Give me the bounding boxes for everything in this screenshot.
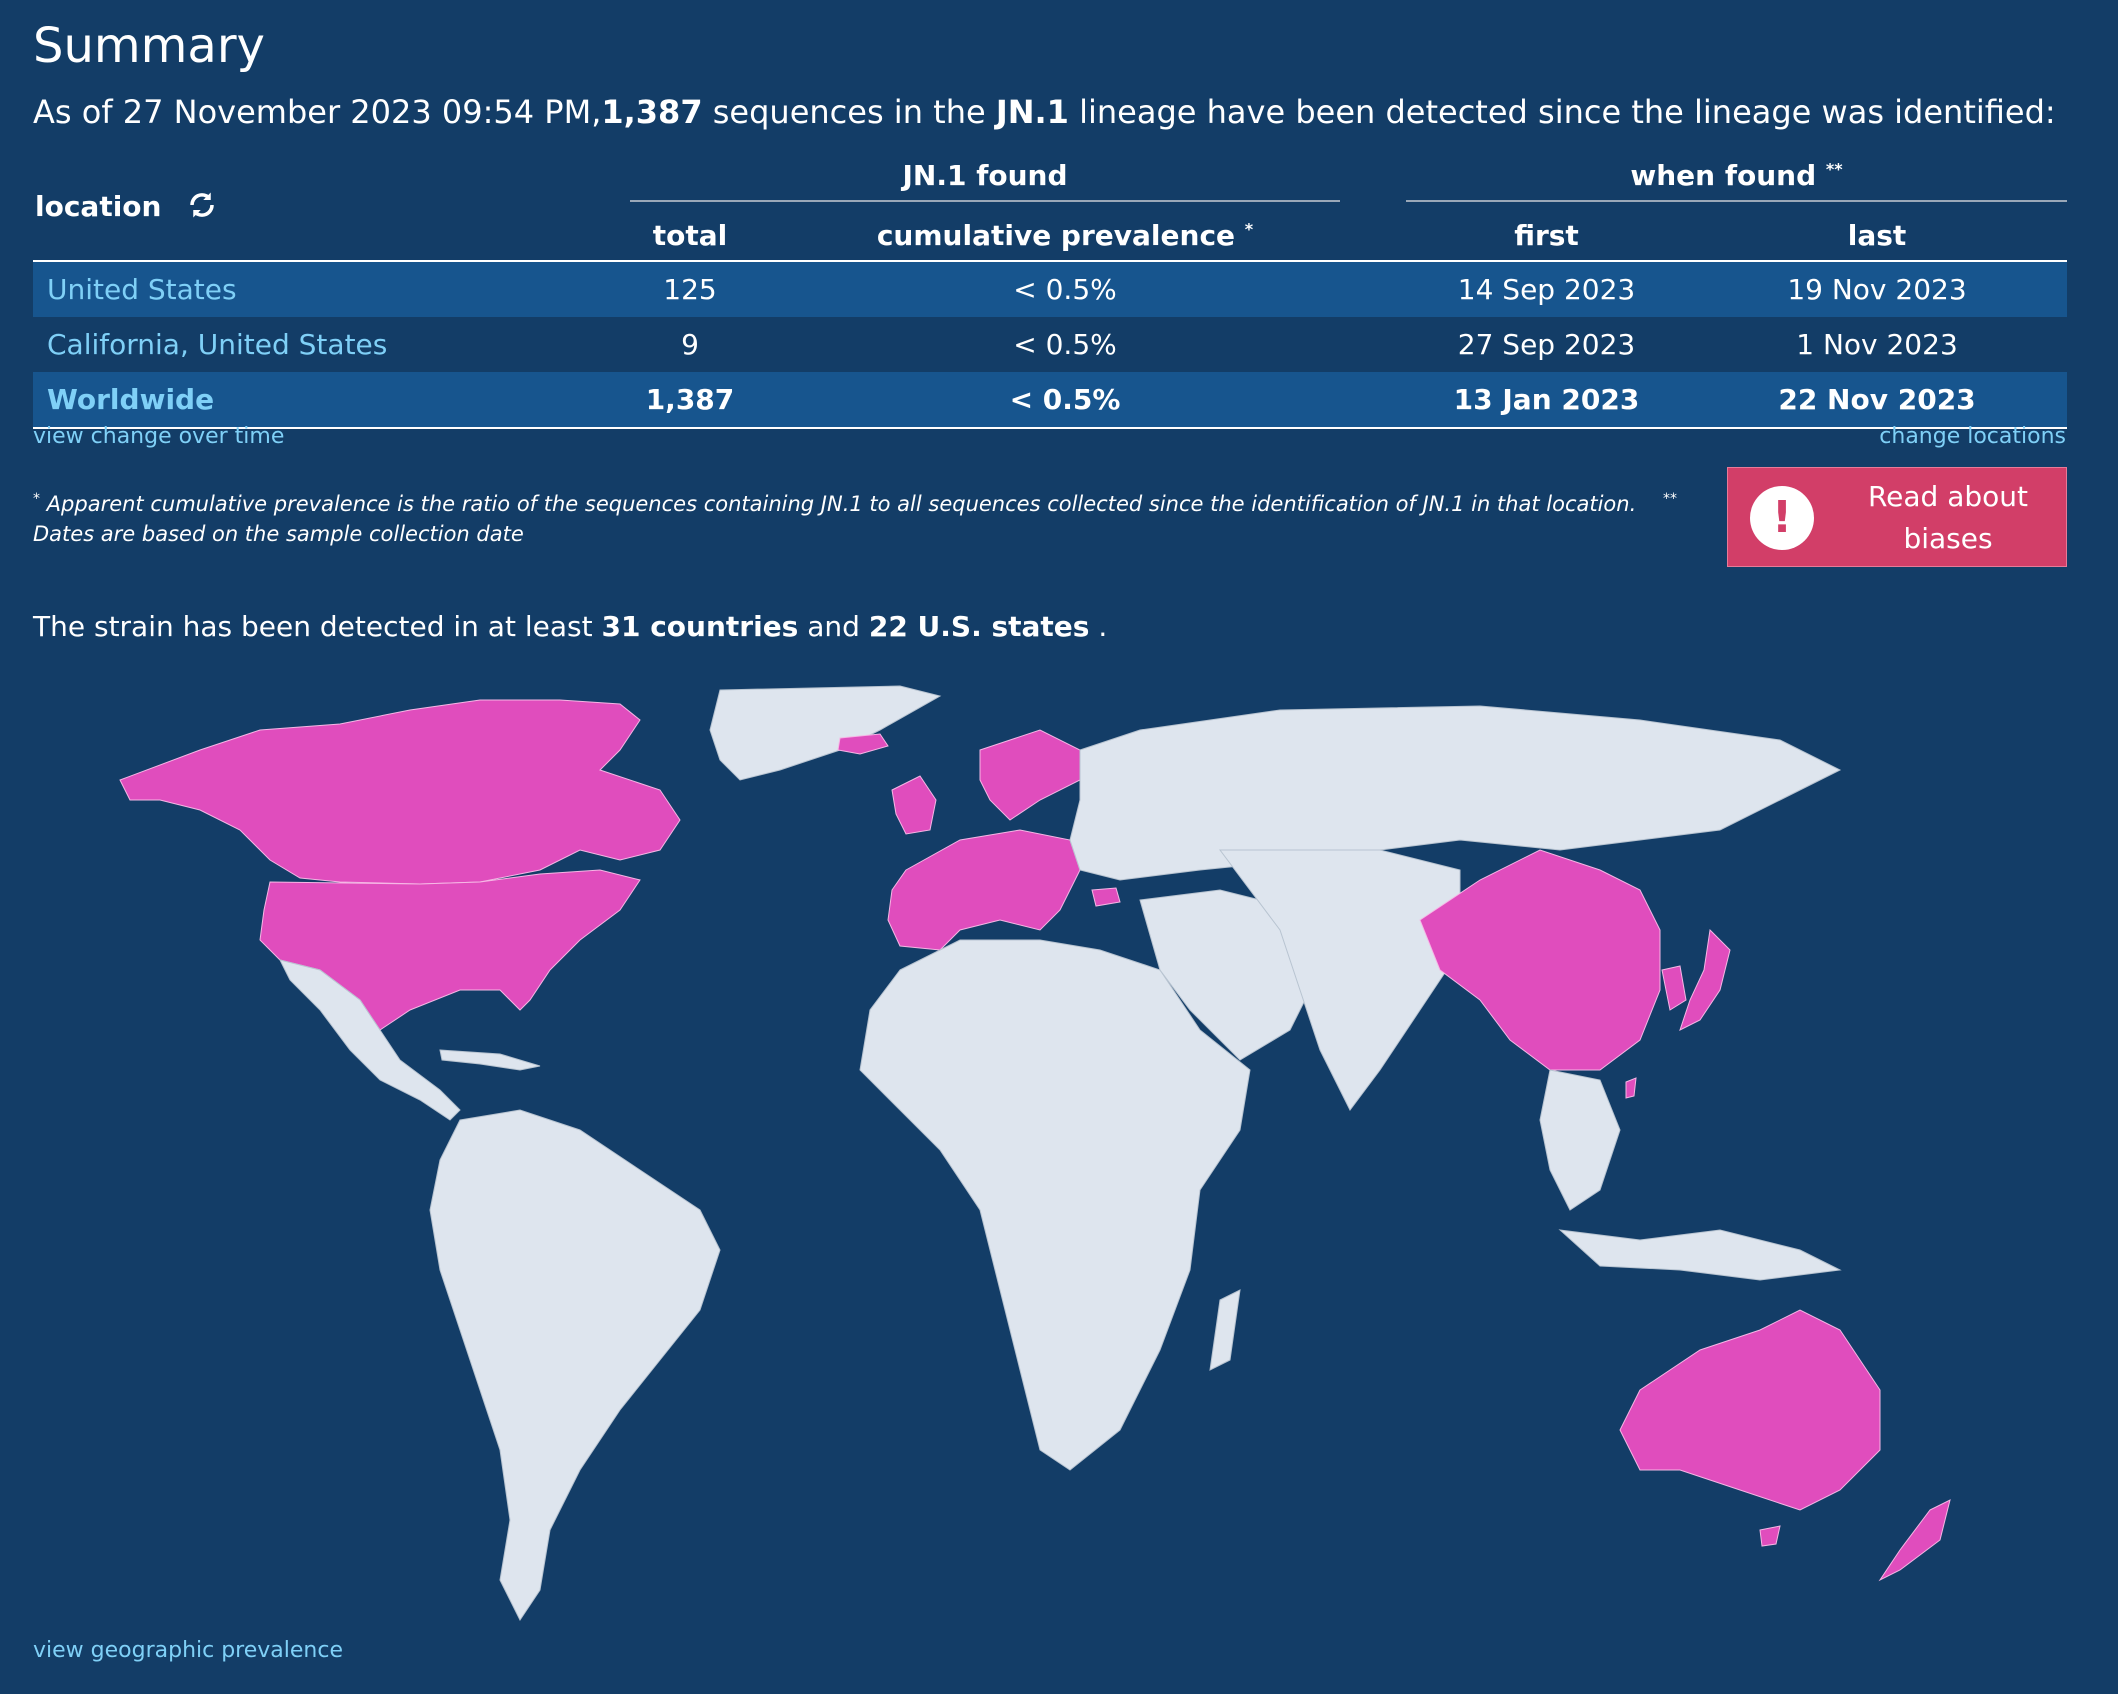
summary-sentence: As of 27 November 2023 09:54 PM,1,387 se… <box>33 90 2056 134</box>
row-total: 9 <box>610 317 770 372</box>
jn1-found-label: JN.1 found <box>630 159 1340 202</box>
footnote-text-1: Apparent cumulative prevalence is the ra… <box>40 492 1637 516</box>
map-mexico-central-america[interactable] <box>279 959 461 1121</box>
prevalence-mark: * <box>1244 219 1254 239</box>
bias-button-label: Read about biases <box>1867 480 2029 555</box>
footnote-mark-1: * <box>33 491 40 507</box>
row-prevalence: < 0.5% <box>770 372 1360 429</box>
map-new-zealand[interactable] <box>1878 1499 1951 1582</box>
map-southeast-asia[interactable] <box>1539 1069 1621 1211</box>
map-bulgaria[interactable] <box>1091 887 1121 907</box>
when-found-text: when found <box>1630 159 1817 192</box>
prevalence-header[interactable]: cumulative prevalence * <box>770 210 1360 262</box>
when-found-header: when found ** <box>1360 152 2067 210</box>
row-location-link[interactable]: Worldwide <box>33 372 610 429</box>
map-central-south-asia[interactable] <box>1219 849 1461 1111</box>
prevalence-header-label: cumulative prevalence <box>876 218 1236 252</box>
table-row: Worldwide 1,387 < 0.5% 13 Jan 2023 22 No… <box>33 372 2067 429</box>
row-first: 14 Sep 2023 <box>1360 261 1687 317</box>
map-tasmania[interactable] <box>1759 1525 1781 1547</box>
jn1-found-header: JN.1 found <box>610 152 1360 210</box>
map-south-america[interactable] <box>429 1109 721 1621</box>
map-greenland[interactable] <box>709 685 942 781</box>
read-about-biases-button[interactable]: ! Read about biases <box>1727 467 2067 567</box>
row-last: 19 Nov 2023 <box>1687 261 2067 317</box>
map-canada-alaska[interactable] <box>119 699 681 885</box>
map-madagascar[interactable] <box>1209 1289 1241 1371</box>
map-iceland[interactable] <box>837 733 889 755</box>
page-title: Summary <box>33 18 265 74</box>
footnote-text-2: Dates are based on the sample collection… <box>33 522 524 546</box>
strain-middle: and <box>798 610 869 643</box>
view-change-link[interactable]: view change over time <box>33 424 285 449</box>
intro-middle: sequences in the <box>702 93 996 131</box>
map-australia[interactable] <box>1619 1309 1881 1511</box>
first-header[interactable]: first <box>1360 210 1687 262</box>
row-first: 27 Sep 2023 <box>1360 317 1687 372</box>
map-indonesia[interactable] <box>1558 1229 1842 1281</box>
map-uk-ireland[interactable] <box>891 775 937 835</box>
summary-table: location JN.1 found when found ** total … <box>33 152 2067 429</box>
map-japan[interactable] <box>1679 928 1731 1031</box>
intro-suffix: lineage have been detected since the lin… <box>1068 93 2056 131</box>
last-header[interactable]: last <box>1687 210 2067 262</box>
refresh-icon[interactable] <box>187 190 217 220</box>
view-geographic-prevalence-link[interactable]: view geographic prevalence <box>33 1638 343 1663</box>
table-row: California, United States 9 < 0.5% 27 Se… <box>33 317 2067 372</box>
states-count: 22 U.S. states <box>868 610 1090 643</box>
change-locations-link[interactable]: change locations <box>1879 424 2066 449</box>
map-taiwan[interactable] <box>1625 1077 1637 1099</box>
map-western-europe[interactable] <box>887 829 1081 951</box>
intro-prefix: As of 27 November 2023 09:54 PM, <box>33 93 602 131</box>
world-map <box>119 685 1951 1621</box>
strain-sentence: The strain has been detected in at least… <box>33 610 1107 643</box>
row-prevalence: < 0.5% <box>770 317 1360 372</box>
when-found-label: when found ** <box>1406 159 2067 202</box>
table-row: United States 125 < 0.5% 14 Sep 2023 19 … <box>33 261 2067 317</box>
footnote-mark-2: ** <box>1662 491 1677 507</box>
exclamation-icon: ! <box>1750 486 1814 550</box>
intro-lineage: JN.1 <box>995 93 1069 131</box>
map-eastern-europe-russia[interactable] <box>1069 705 1842 881</box>
map-scandinavia[interactable] <box>979 729 1081 821</box>
map-korea[interactable] <box>1661 965 1687 1011</box>
map-africa[interactable] <box>859 939 1251 1471</box>
map-caribbean[interactable] <box>439 1049 541 1071</box>
row-total: 1,387 <box>610 372 770 429</box>
intro-count: 1,387 <box>601 93 703 131</box>
location-header-label: location <box>35 189 162 223</box>
when-found-mark: ** <box>1825 159 1843 179</box>
row-location-link[interactable]: California, United States <box>33 317 610 372</box>
row-location-link[interactable]: United States <box>33 261 610 317</box>
map-middle-east[interactable] <box>1139 889 1321 1061</box>
location-header[interactable]: location <box>33 152 610 262</box>
total-header[interactable]: total <box>610 210 770 262</box>
map-china[interactable] <box>1419 849 1661 1071</box>
row-prevalence: < 0.5% <box>770 261 1360 317</box>
countries-count: 31 countries <box>601 610 799 643</box>
row-last: 22 Nov 2023 <box>1687 372 2067 429</box>
row-first: 13 Jan 2023 <box>1360 372 1687 429</box>
row-total: 125 <box>610 261 770 317</box>
strain-suffix: . <box>1089 610 1108 643</box>
footnote: * Apparent cumulative prevalence is the … <box>33 484 1693 549</box>
strain-prefix: The strain has been detected in at least <box>33 610 602 643</box>
row-last: 1 Nov 2023 <box>1687 317 2067 372</box>
